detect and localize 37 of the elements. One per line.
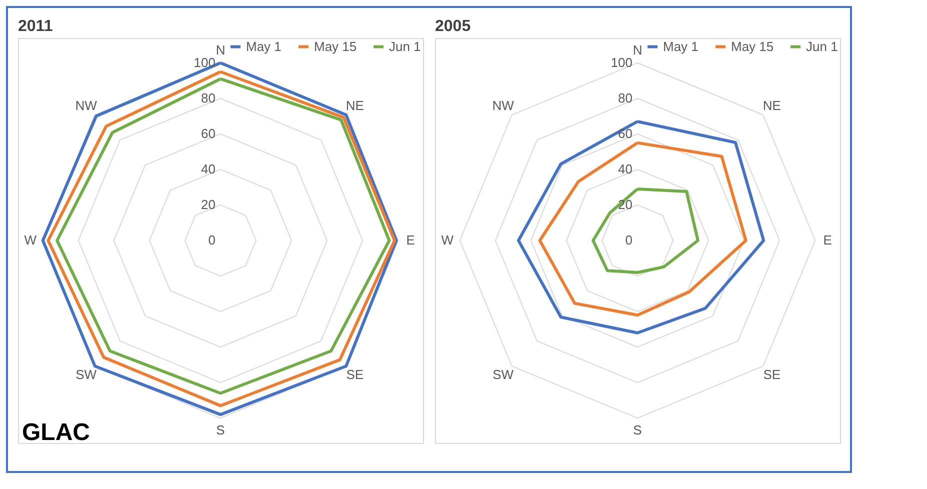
y-tick-label: 80 [618,90,632,106]
spoke-label: N [216,42,226,58]
spoke-label: E [823,232,832,248]
y-tick-label: 20 [201,196,216,212]
legend-label: May 1 [663,38,698,54]
y-tick-label: 60 [618,126,632,141]
y-tick-label: 80 [201,90,216,106]
legend-label: Jun 1 [806,38,838,54]
spoke-label: W [24,232,38,248]
y-tick-label: 100 [194,54,216,70]
y-tick-label: 40 [201,161,216,176]
spoke-label: N [632,42,642,58]
spoke-label: NE [762,98,782,114]
spoke-label: S [216,422,226,438]
spoke-label: NE [346,98,364,114]
spoke-label: NW [75,98,98,114]
y-tick-label: 40 [618,161,632,176]
y-tick-label: 20 [618,196,632,212]
spoke-label: SW [76,366,98,382]
legend-label: May 15 [731,38,774,54]
spoke-label: W [441,232,454,248]
legend-label: Jun 1 [389,38,421,54]
legend-label: May 15 [314,38,357,54]
spoke-label: SE [763,366,781,382]
y-tick-label: 0 [625,232,632,248]
y-tick-label: 0 [208,232,216,248]
spoke-label: S [633,422,642,438]
spoke-label: E [406,232,416,248]
spoke-label: NW [492,98,515,114]
chart-title: 2005 [435,18,471,35]
chart-title: 2011 [18,18,53,35]
spoke-label: SE [346,366,364,382]
y-tick-label: 60 [201,126,216,141]
y-tick-label: 100 [610,54,632,70]
text: GLAC [22,419,90,446]
legend-label: May 1 [246,38,282,54]
spoke-label: SW [492,366,514,382]
